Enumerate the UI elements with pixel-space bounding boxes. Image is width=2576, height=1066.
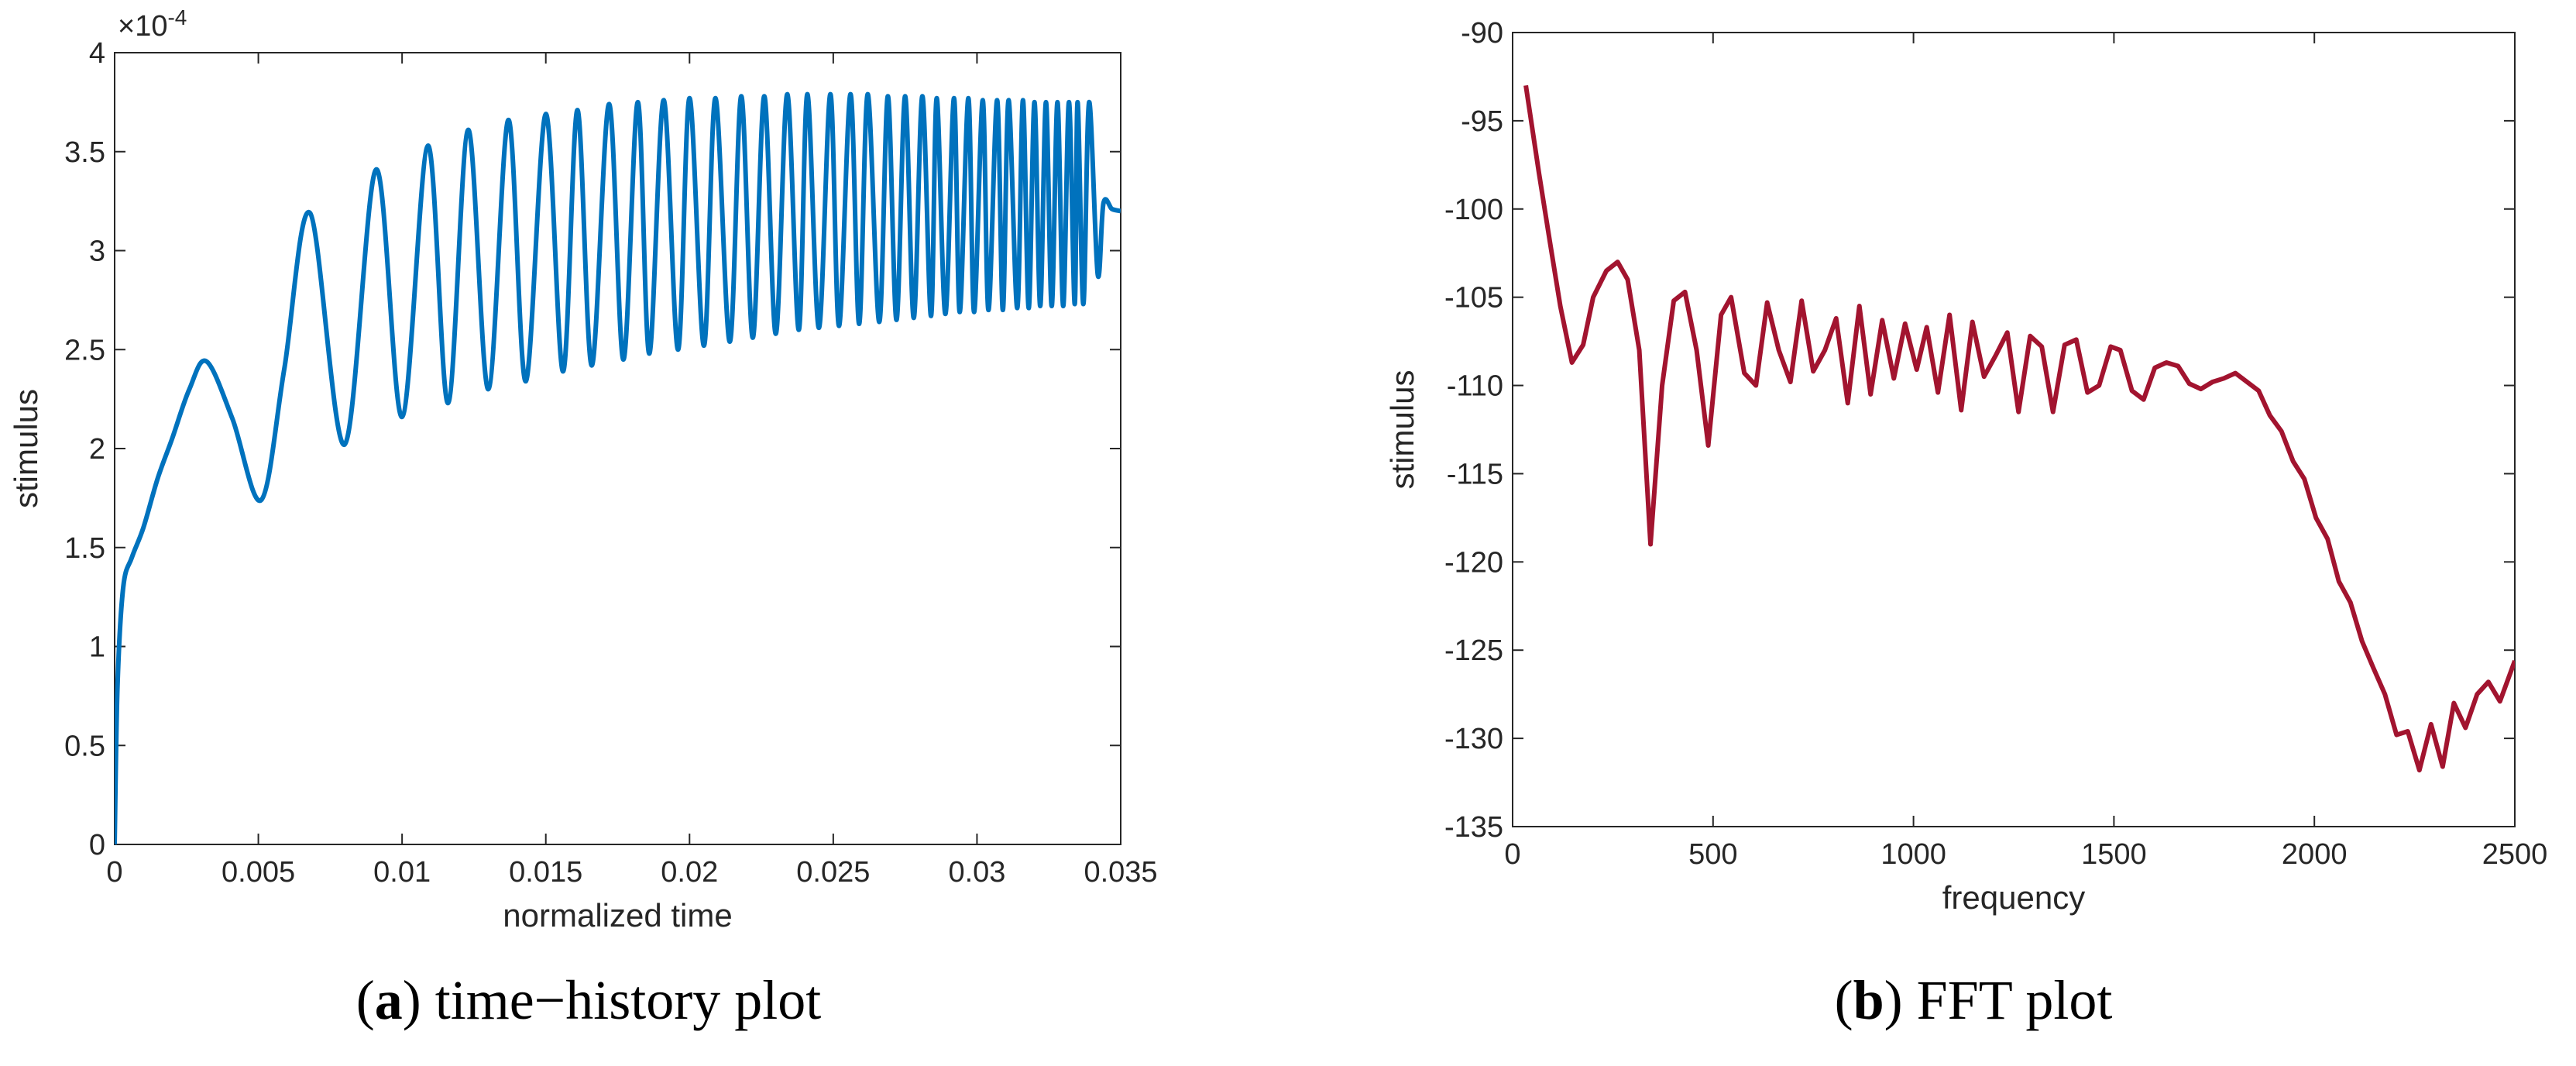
x-tick-label: 2000 [2282, 838, 2348, 871]
y-tick-label: -120 [1444, 546, 1503, 579]
x-tick-label: 0.02 [661, 856, 718, 889]
y-tick-label: -130 [1444, 723, 1503, 755]
y-axis-label: stimulus [8, 389, 44, 508]
y-tick-label: -100 [1444, 194, 1503, 226]
x-tick-label: 0 [1504, 838, 1520, 871]
x-tick-label: 0.015 [509, 856, 582, 889]
y-tick-label: -105 [1444, 282, 1503, 315]
y-tick-label: 2 [89, 433, 105, 466]
x-tick-label: 0.005 [222, 856, 295, 889]
x-tick-label: 1000 [1880, 838, 1946, 871]
y-tick-label: -135 [1444, 811, 1503, 844]
caption-label: b [1853, 969, 1884, 1031]
data-line [1523, 84, 2515, 773]
y-axis-label: stimulus [1384, 370, 1420, 489]
y-tick-label: 0 [89, 829, 105, 861]
y-tick-label: 0.5 [64, 730, 105, 762]
y-tick-label: 3 [89, 236, 105, 268]
multiplier-base: ×10 [118, 10, 167, 43]
caption-open: ( [355, 969, 375, 1031]
x-tick-label: 0.025 [796, 856, 870, 889]
data-line [115, 91, 1121, 845]
y-tick-label: -125 [1444, 634, 1503, 667]
x-tick-label: 2500 [2482, 838, 2548, 871]
y-tick-label: 4 [89, 37, 105, 70]
multiplier-exponent: -4 [167, 5, 187, 29]
caption-close: ) [402, 969, 421, 1031]
caption-text: FFT plot [1916, 969, 2113, 1031]
y-tick-label: 2.5 [64, 334, 105, 366]
axes-box [114, 52, 1121, 845]
caption-open: ( [1834, 969, 1853, 1031]
x-tick-label: 0.03 [948, 856, 1005, 889]
x-tick-label: 0.035 [1084, 856, 1157, 889]
y-tick-label: -95 [1461, 105, 1503, 138]
x-tick-label: 1500 [2081, 838, 2147, 871]
y-tick-label: 3.5 [64, 136, 105, 169]
y-tick-label: -115 [1447, 458, 1503, 490]
x-tick-label: 500 [1688, 838, 1737, 871]
x-axis-label: frequency [1942, 879, 2085, 916]
y-tick-label: 1.5 [64, 532, 105, 565]
y-tick-label: -110 [1447, 370, 1503, 403]
x-tick-label: 0 [106, 856, 122, 889]
caption-label: a [374, 969, 403, 1031]
caption-close: ) [1884, 969, 1903, 1031]
caption: (a) time−history plot [356, 968, 822, 1033]
axes-box [1512, 32, 2516, 827]
y-multiplier: ×10-4 [118, 5, 187, 43]
y-tick-label: -90 [1461, 17, 1503, 50]
y-tick-label: 1 [89, 631, 105, 664]
x-axis-label: normalized time [503, 897, 732, 934]
x-tick-label: 0.01 [373, 856, 431, 889]
caption-text: time−history plot [434, 969, 822, 1031]
caption: (b) FFT plot [1835, 968, 2113, 1033]
